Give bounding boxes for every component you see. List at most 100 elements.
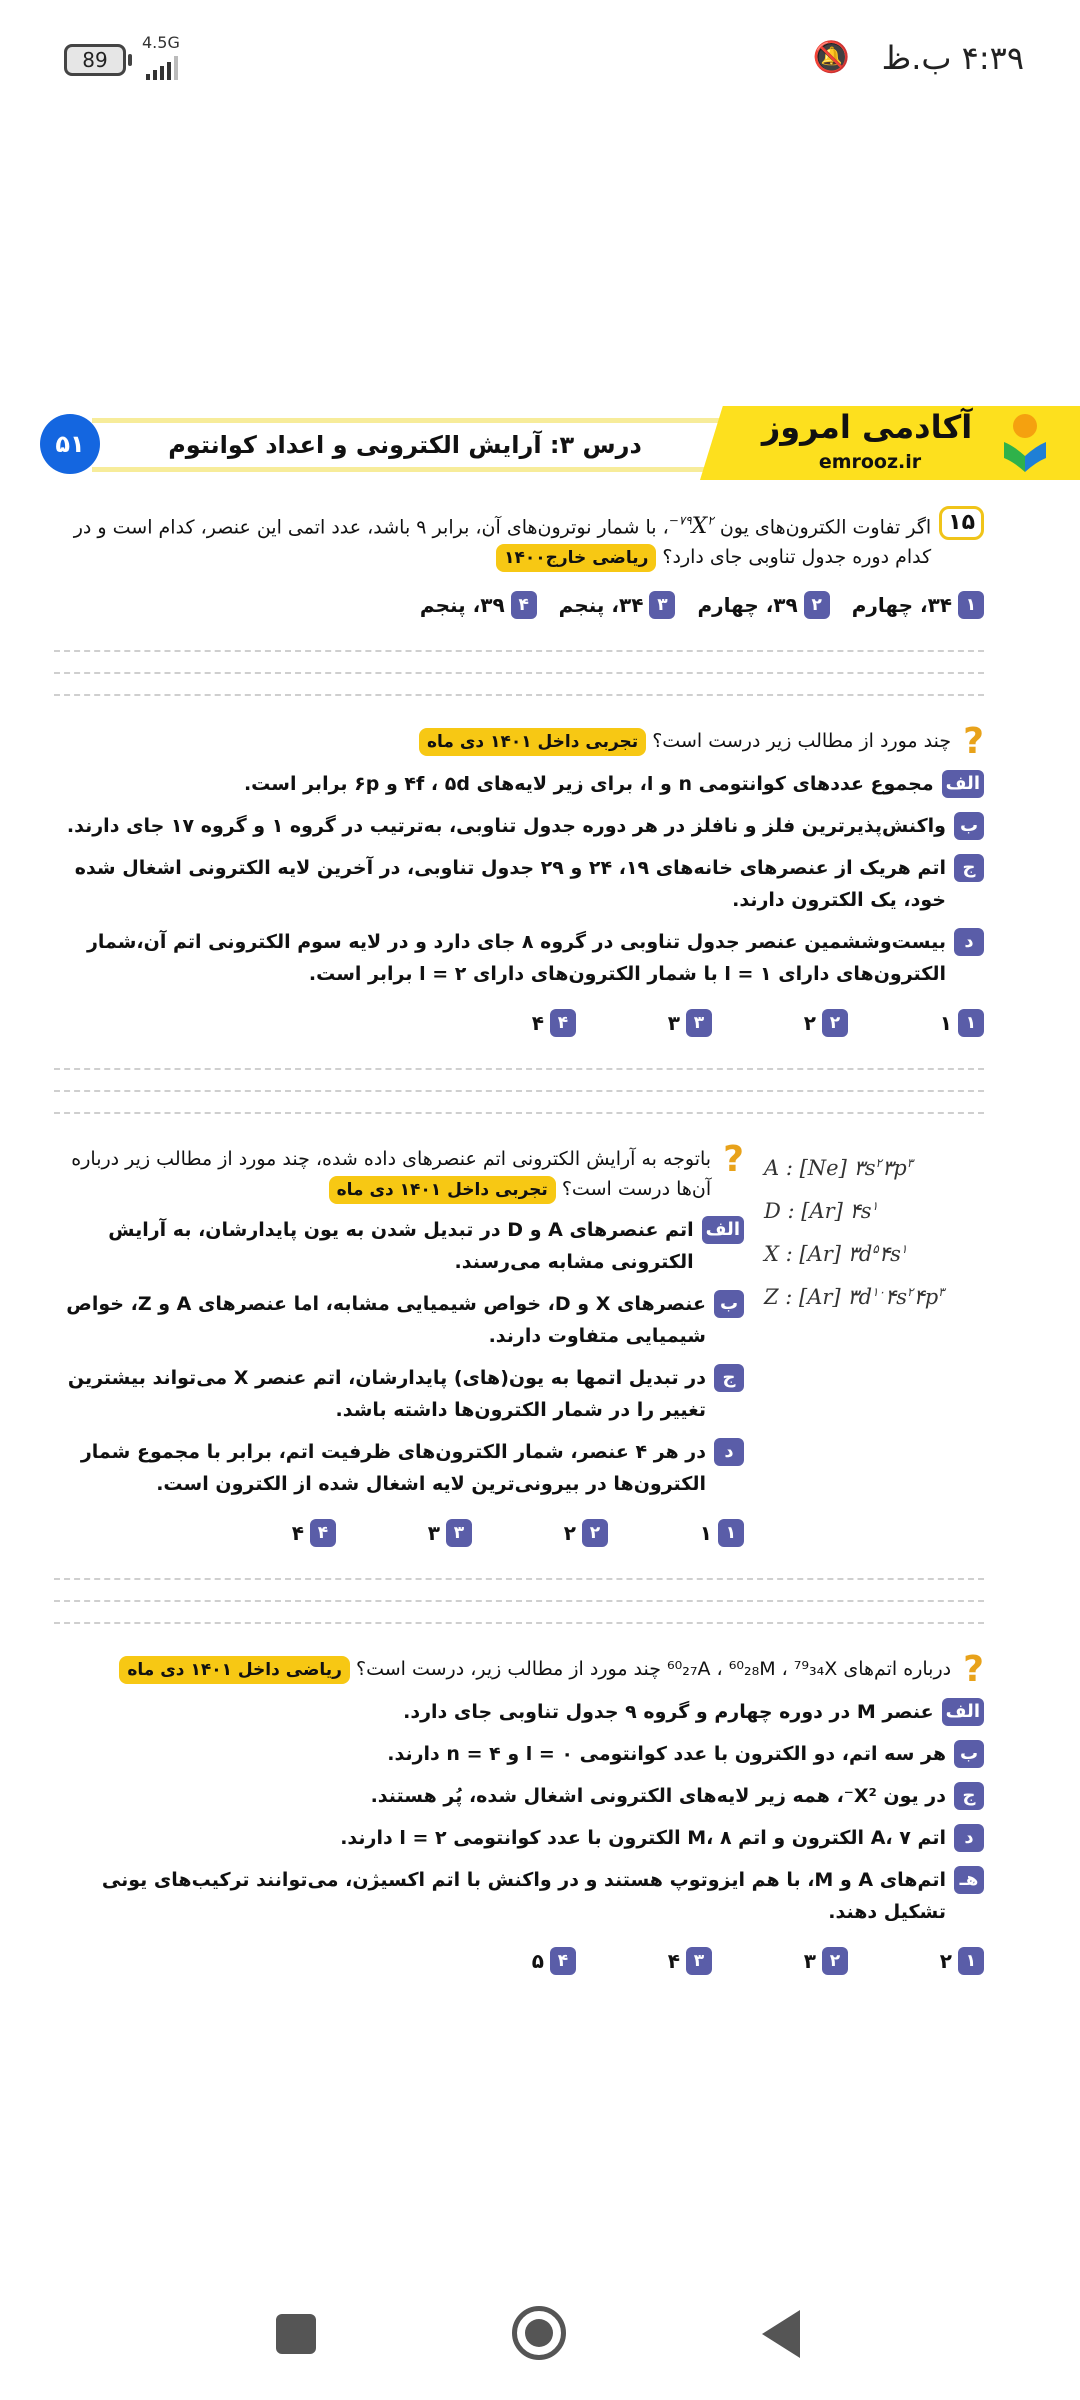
battery-cap [128,54,132,66]
answer-options: ۱ ۳۴، چهارم ۲ ۳۹، چهارم ۳ ۳۴، پنجم ۴ ۳۹، پنجم [54,590,984,620]
statement-item: الف اتم عنصرهای A و D در تبدیل شدن به یون… [54,1214,744,1278]
source-tag: تجربی داخل ۱۴۰۱ دی ماه [328,1176,556,1205]
question-mark-icon: ? [963,721,984,763]
back-triangle-icon[interactable] [762,2310,800,2358]
option-text: ۳۴، چهارم [851,593,952,618]
logo-icon [1004,414,1046,472]
status-bar: 89 4.5G 🔕 ۴:۳۹ ب.ظ [0,30,1080,90]
statement-text: در یون X²⁻، همه زیر لایه‌های الکترونی اش… [370,1785,946,1808]
option-number: ۱ [718,1519,744,1548]
option-number: ۲ [803,591,830,620]
statement-item: الف عنصر M در دوره چهارم و گروه ۹ جدول تن… [54,1696,984,1728]
option-text: ۳ [803,1949,816,1974]
question-stem: ? باتوجه به آرایش الکترونی اتم عنصرهای دا… [54,1139,744,1205]
logo-text: آکادمی امروز [761,408,973,446]
option-number: ۴ [310,1519,336,1548]
source-tag: تجربی داخل ۱۴۰۱ دی ماه [418,728,647,757]
statement-text: واکنش‌پذیرترین فلز و نافلز در هر دوره جد… [66,815,946,838]
question-stem: ۱۵ اگر تفاوت الکترون‌های یون ۷۹X۲−، با شم… [54,506,984,573]
option-text: ۱ [939,1011,952,1036]
divider [54,1112,984,1115]
option-number: ۳ [686,1947,712,1976]
network-type: 4.5G [142,33,180,52]
home-circle-icon[interactable] [512,2306,566,2360]
statement-label: د [714,1438,744,1467]
statement-item: د اتم A، ۷ الکترون و اتم M، ۸ الکترون با … [54,1822,984,1854]
option-number: ۳ [446,1519,472,1548]
logo-url: emrooz.ir [818,451,922,473]
recents-square-icon[interactable] [276,2314,316,2354]
option-text: ۲ [563,1521,576,1546]
question-block: ? باتوجه به آرایش الکترونی اتم عنصرهای دا… [54,1139,984,1548]
statement-label: الف [941,1698,984,1727]
option-text: ۵ [531,1949,544,1974]
option-text: ۲ [803,1011,816,1036]
lesson-title: درس ۳: آرایش الکترونی و اعداد کوانتوم [168,431,642,459]
option-number: ۱ [958,1947,984,1976]
answer-option[interactable]: ۴ ۳۹، پنجم [420,590,537,620]
question-body: ۱۵ اگر تفاوت الکترون‌های یون ۷۹X۲−، با شم… [54,506,984,620]
statement-label: ب [714,1290,744,1319]
option-text: ۳۴، پنجم [558,593,644,618]
mute-icon: 🔕 [812,40,850,75]
statement-text: در تبدیل اتمها به یون(های) پایدارشان، ات… [67,1367,706,1422]
option-number: ۴ [550,1947,576,1976]
statement-item: د در هر ۴ عنصر، شمار الکترون‌های ظرفیت ات… [54,1436,744,1500]
statement-text: بیست‌وششمین عنصر جدول تناوبی در گروه ۸ ج… [86,931,946,986]
statement-item: ج در تبدیل اتمها به یون(های) پایدارشان، ا… [54,1362,744,1426]
option-text: ۴ [667,1949,680,1974]
option-text: ۴ [531,1011,544,1036]
statement-text: اتم عنصرهای A و D در تبدیل شدن به یون پا… [108,1219,694,1274]
statement-label: هـ [954,1866,984,1895]
answer-option[interactable]: ۳ ۳۴، پنجم [559,590,676,620]
statement-label: ج [954,1782,984,1811]
signal-icon [146,56,178,80]
page-number: ۵۱ [40,414,100,474]
ion-formula: ۷۹X۲− [668,514,714,540]
option-number: ۴ [550,1009,576,1038]
statement-text: در هر ۴ عنصر، شمار الکترون‌های ظرفیت اتم… [80,1441,706,1496]
option-text: ۱ [699,1521,712,1546]
electron-configuration: X : [Ar] ۳d۵۴s۱ [764,1242,908,1267]
statement-label: الف [701,1216,744,1245]
statement-label: ج [954,854,984,883]
statement-text: اتم A، ۷ الکترون و اتم M، ۸ الکترون با ع… [340,1827,946,1850]
option-number: ۲ [582,1519,608,1548]
question-body: ? چند مورد از مطالب زیر درست است؟ تجربی د… [54,721,984,1038]
source-tag: ریاضی خارج۱۴۰۰ [496,544,657,573]
question-mark-icon: ? [723,1139,744,1181]
answer-option[interactable]: ۲ ۳۹، چهارم [697,590,830,620]
statement-item: ج در یون X²⁻، همه زیر لایه‌های الکترونی ا… [54,1780,984,1812]
statement-label: د [954,928,984,957]
option-number: ۳ [649,591,676,620]
electron-configuration: A : [Ne] ۳s۲۳p۳ [764,1156,914,1181]
question-text: چند مورد از مطالب زیر درست است؟ تجربی دا… [54,726,951,757]
question-body: ? باتوجه به آرایش الکترونی اتم عنصرهای دا… [54,1139,744,1548]
question-stem: ? چند مورد از مطالب زیر درست است؟ تجربی د… [54,721,984,763]
statement-item: د بیست‌وششمین عنصر جدول تناوبی در گروه ۸ … [54,926,984,990]
option-number: ۲ [822,1947,848,1976]
answer-option[interactable]: ۱ ۳۴، چهارم [852,590,984,620]
statement-text: مجموع عددهای کوانتومی n و l، برای زیر لا… [243,773,934,796]
option-number: ۴ [510,591,537,620]
divider-group [54,1548,984,1654]
clock: ۴:۳۹ ب.ظ [881,39,1024,77]
divider [54,1090,984,1093]
divider [54,694,984,697]
question-text: باتوجه به آرایش الکترونی اتم عنصرهای داد… [54,1144,711,1205]
